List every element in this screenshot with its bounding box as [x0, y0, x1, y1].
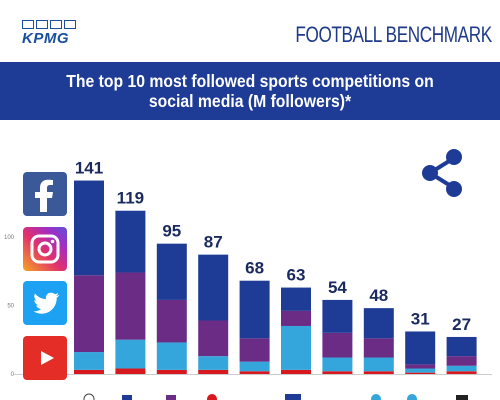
bar-segment-instagram [405, 364, 436, 369]
bar-segment-youtube [156, 369, 187, 374]
bar-total-label: 31 [411, 309, 430, 328]
kpmg-logo-text: KPMG [22, 30, 69, 47]
bar-segment-facebook [239, 280, 270, 339]
y-tick-label: 0 [11, 372, 15, 378]
title-band: The top 10 most followed sports competit… [0, 62, 500, 120]
bar-total-label: 48 [369, 286, 388, 305]
bar-segment-youtube [322, 371, 353, 374]
competition-logo-icon [456, 395, 468, 400]
brand-title: FOOTBALL BENCHMARK [295, 22, 493, 47]
y-tick-label: 50 [7, 303, 14, 309]
competition-logo-icon [83, 393, 95, 400]
chart-title: The top 10 most followed sports competit… [66, 71, 434, 111]
bar-segment-instagram [156, 299, 187, 343]
bar-total-label: 87 [204, 233, 223, 252]
competition-logo-icon [285, 394, 301, 400]
bar-segment-twitter [322, 357, 353, 372]
bar-total-label: 119 [117, 189, 144, 208]
bar-segment-facebook [322, 299, 353, 333]
competition-logo-icon [207, 394, 217, 400]
competition-logo-icon [371, 394, 381, 400]
bar-segment-twitter [405, 368, 436, 373]
bar-segment-youtube [239, 371, 270, 374]
bar-segment-twitter [115, 339, 146, 369]
bar-segment-twitter [363, 357, 394, 372]
bar-segment-facebook [281, 287, 311, 311]
facebook-icon [23, 172, 67, 216]
bar-segment-youtube [74, 369, 104, 374]
bar-segment-facebook [446, 336, 477, 357]
bar-segment-facebook [363, 308, 394, 339]
bar-total-label: 54 [328, 278, 347, 297]
competition-logo-icon [122, 395, 132, 400]
header: KPMG FOOTBALL BENCHMARK [0, 0, 500, 62]
bar-total-label: 141 [75, 159, 103, 178]
competition-logos-row [0, 388, 500, 400]
bar-segment-instagram [198, 320, 229, 357]
bar-total-label: 68 [245, 259, 264, 278]
bar-segment-twitter [281, 325, 311, 370]
kpmg-logo: KPMG [22, 20, 80, 46]
bar-segment-instagram [74, 275, 104, 353]
bar-segment-facebook [198, 254, 229, 321]
bar-segment-twitter [74, 352, 104, 370]
bar-segment-facebook [115, 210, 146, 273]
youtube-icon [23, 336, 67, 380]
bar-segment-youtube [446, 371, 477, 374]
bar-total-label: 63 [287, 266, 306, 285]
bar-segment-instagram [115, 272, 146, 340]
competition-logo-icon [407, 394, 417, 400]
bar-segment-instagram [363, 338, 394, 358]
bar-segment-youtube [198, 369, 229, 374]
bar-segment-facebook [156, 243, 187, 300]
bar-segment-twitter [198, 356, 229, 370]
bar-total-label: 95 [162, 222, 181, 241]
bar-segment-facebook [405, 331, 436, 365]
instagram-icon [23, 227, 67, 271]
bar-segment-twitter [156, 342, 187, 370]
bar-segment-twitter [239, 361, 270, 372]
bar-segment-instagram [446, 356, 477, 366]
bar-segment-instagram [281, 310, 311, 326]
bar-segment-youtube [281, 369, 311, 374]
bar-segment-youtube [363, 371, 394, 374]
share-icon [418, 148, 466, 198]
bar-segment-twitter [446, 365, 477, 372]
bar-total-label: 27 [452, 315, 471, 334]
bar-segment-instagram [322, 332, 353, 358]
bar-segment-instagram [239, 338, 270, 362]
competition-logo-icon [166, 395, 176, 400]
bar-segment-facebook [74, 180, 104, 276]
bar-segment-youtube [115, 368, 146, 374]
twitter-icon [23, 281, 67, 325]
bar-segment-youtube [405, 372, 436, 374]
y-tick-label: 100 [4, 235, 15, 241]
